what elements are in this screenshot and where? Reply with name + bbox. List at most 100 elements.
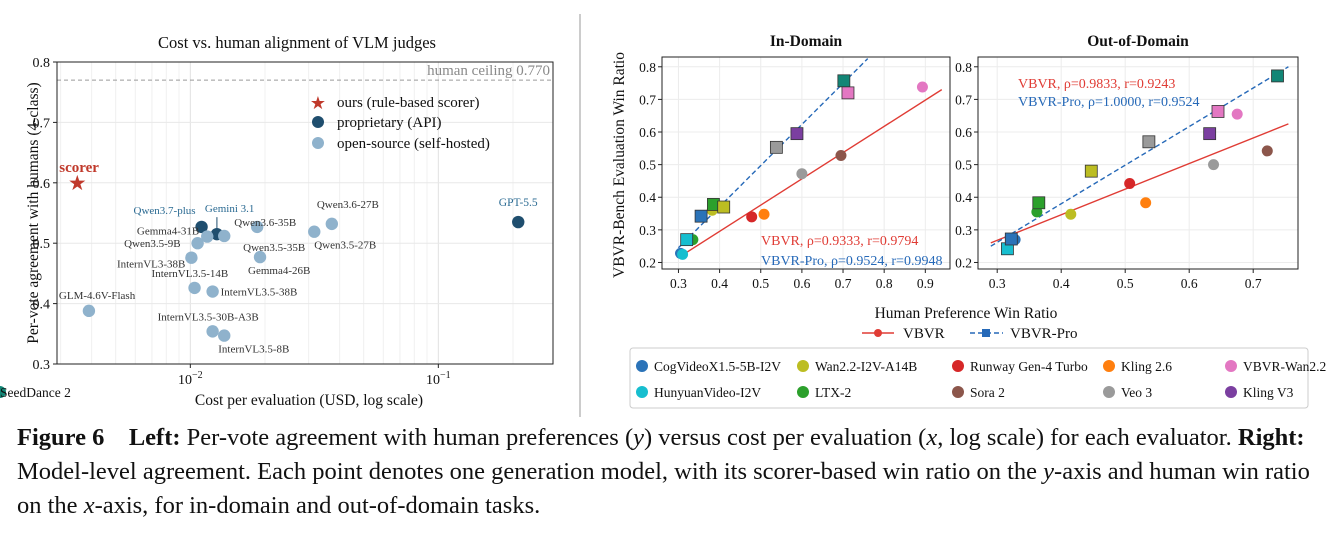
y-tick-label: 0.5 [639,158,656,173]
left-legend: ★ ours (rule-based scorer) proprietary (… [310,93,490,152]
legend-marker-ltx-2 [797,386,809,398]
fit-line-vbvr-pro [677,58,869,249]
y-tick-label: 0.6 [33,177,51,192]
circle-kling-2-6 [758,208,770,220]
square-vbvr-wan2-2 [841,86,855,100]
label-qwen3-6-35b: Qwen3.6-35B [234,217,296,229]
left-point-labels: scorer GLM-4.6V-Flash Qwen3.7-plus Gemini 3… [59,160,538,356]
x-tick-label: 0.3 [989,276,1006,291]
figure-svg: Cost vs. human alignment of VLM judges h… [0,14,1326,417]
legend-label-kling-2-6: Kling 2.6 [1121,359,1172,374]
y-tick-label: 0.7 [955,92,972,107]
square-kling-v3 [790,127,804,141]
label-gemini-3-1: Gemini 3.1 [205,203,255,215]
caption-var: x [83,492,95,519]
caption-text: , log scale) for each evaluator. [937,424,1238,451]
point-internvl3-5-30b-a3b [206,325,219,338]
point-qwen3-5-9b [191,237,204,250]
legend-open-source-marker [312,137,324,149]
label-glm-4-6v-flash: GLM-4.6V-Flash [59,290,136,302]
label-internvl3-5-8b: InternVL3.5-8B [218,344,289,356]
y-tick-label: 0.5 [33,237,51,252]
left-panel: Cost vs. human alignment of VLM judges h… [25,33,554,409]
point-qwen3-7-plus [195,220,208,234]
y-tick-label: 0.8 [639,60,656,75]
caption-text: Per-vote agreement with human preference… [180,424,634,451]
legend-label-sora-2: Sora 2 [970,385,1005,400]
y-tick-label: 0.8 [33,56,51,71]
right-y-axis-label: VBVR-Bench Evaluation Win Ratio [611,52,628,278]
square-seeddance-2 [837,74,851,88]
y-tick-label: 0.2 [955,255,972,270]
legend-ours-label: ours (rule-based scorer) [337,95,479,111]
left-chart-title: Cost vs. human alignment of VLM judges [158,33,436,52]
caption-right-label: Right: [1237,424,1305,451]
legend-marker-runway-gen-4-turbo [952,360,964,372]
annotation-vbvr: VBVR, ρ=0.9333, r=0.9794 [761,234,918,249]
point-internvl3-5-14b [188,281,201,295]
series-legend: VBVR VBVR-Pro [862,326,1078,342]
subplot-title: In-Domain [770,33,843,50]
left-plot-frame [56,61,554,365]
annotation-vbvr-pro: VBVR-Pro, ρ=0.9524, r=0.9948 [761,254,942,269]
caption-var: y [633,424,644,451]
label-gemma4-31b: Gemma4-31B [137,226,199,238]
point-gemma4-31b [201,230,214,243]
point-gemma4-26b [253,250,267,264]
label-qwen3-6-27b: Qwen3.6-27B [317,199,379,211]
vbvr-legend-label: VBVR [903,326,945,342]
label-internvl3-5-14b: InternVL3.5-14B [152,268,229,280]
plot-frame [977,56,1299,270]
left-points: ★ [68,171,525,342]
y-tick-label: 0.2 [639,255,656,270]
legend-star-icon: ★ [310,93,326,113]
circle-kling-2-6 [1140,197,1152,209]
point-qwen3-6-35b [218,229,231,243]
circle-veo-3 [1208,159,1220,171]
figure: Cost vs. human alignment of VLM judges h… [0,14,1326,417]
y-tick-label: 0.6 [639,125,656,140]
label-internvl3-38b: InternVL3-38B [117,259,185,271]
circle-vbvr-wan2-2 [916,81,928,93]
y-tick-label: 0.7 [639,92,656,107]
label-gemma4-26b: Gemma4-26B [248,265,310,277]
legend-proprietary-marker [312,116,324,128]
left-axes: 0.3 0.4 0.5 0.6 0.7 0.8 10−2 10−1 [33,56,554,388]
square-seeddance-2 [1271,69,1284,83]
y-tick-label: 0.8 [955,60,972,75]
point-qwen3-5-27b [308,225,321,238]
vbvr-pro-legend-marker [982,329,990,337]
out-of-domain-subplot: Out-of-Domain 0.3 0.4 0.5 0.6 0.7 0.2 0.3 0.4 0.5… [955,33,1299,291]
legend-label-wan2-2-i2v-a14b: Wan2.2-I2V-A14B [815,359,917,374]
x-tick-label: 0.7 [1245,276,1262,291]
circle-hunyuanvideo-i2v [677,248,689,260]
legend-marker-cogvideox1-5-5b-i2v [636,360,648,372]
x-tick-label: 0.5 [752,276,769,291]
fit-line-vbvr-pro [990,66,1289,247]
circle-veo-3 [796,168,808,180]
subplot-title: Out-of-Domain [1087,33,1189,50]
label-gpt-5-5: GPT-5.5 [499,197,538,209]
caption-text: ) versus cost per evaluation ( [643,424,927,451]
legend-label-kling-v3: Kling V3 [1243,385,1294,400]
left-y-axis-label: Per-vote agreement with humans (4-class) [25,82,42,343]
square-veo-3 [769,140,783,154]
legend-label-runway-gen-4-turbo: Runway Gen-4 Turbo [970,359,1088,374]
caption-var: y [1043,458,1055,485]
y-tick-label: 0.4 [33,298,51,313]
in-domain-subplot: In-Domain 0.3 0.4 0.5 0.6 0.7 0.8 0.9 0.2 0.3 0.4 0… [639,33,951,291]
point-gpt-5-5 [512,215,525,229]
legend-open-source-label: open-source (self-hosted) [337,136,490,152]
square-wan2-2-i2v-a14b [717,200,731,214]
label-scorer: scorer [59,160,99,176]
caption-var: x [926,424,938,451]
legend-marker-veo-3 [1103,386,1115,398]
left-x-axis-label: Cost per evaluation (USD, log scale) [195,392,423,409]
scorer-star-marker: ★ [68,171,87,195]
legend-label-seeddance-2: SeedDance 2 [0,385,71,400]
legend-proprietary-label: proprietary (API) [337,115,442,131]
caption-text: -axis and human win ratio on the [17,458,1310,519]
point-internvl3-5-38b [206,285,219,298]
plot-frame [661,56,951,270]
square-hunyuanvideo-i2v [680,233,694,247]
